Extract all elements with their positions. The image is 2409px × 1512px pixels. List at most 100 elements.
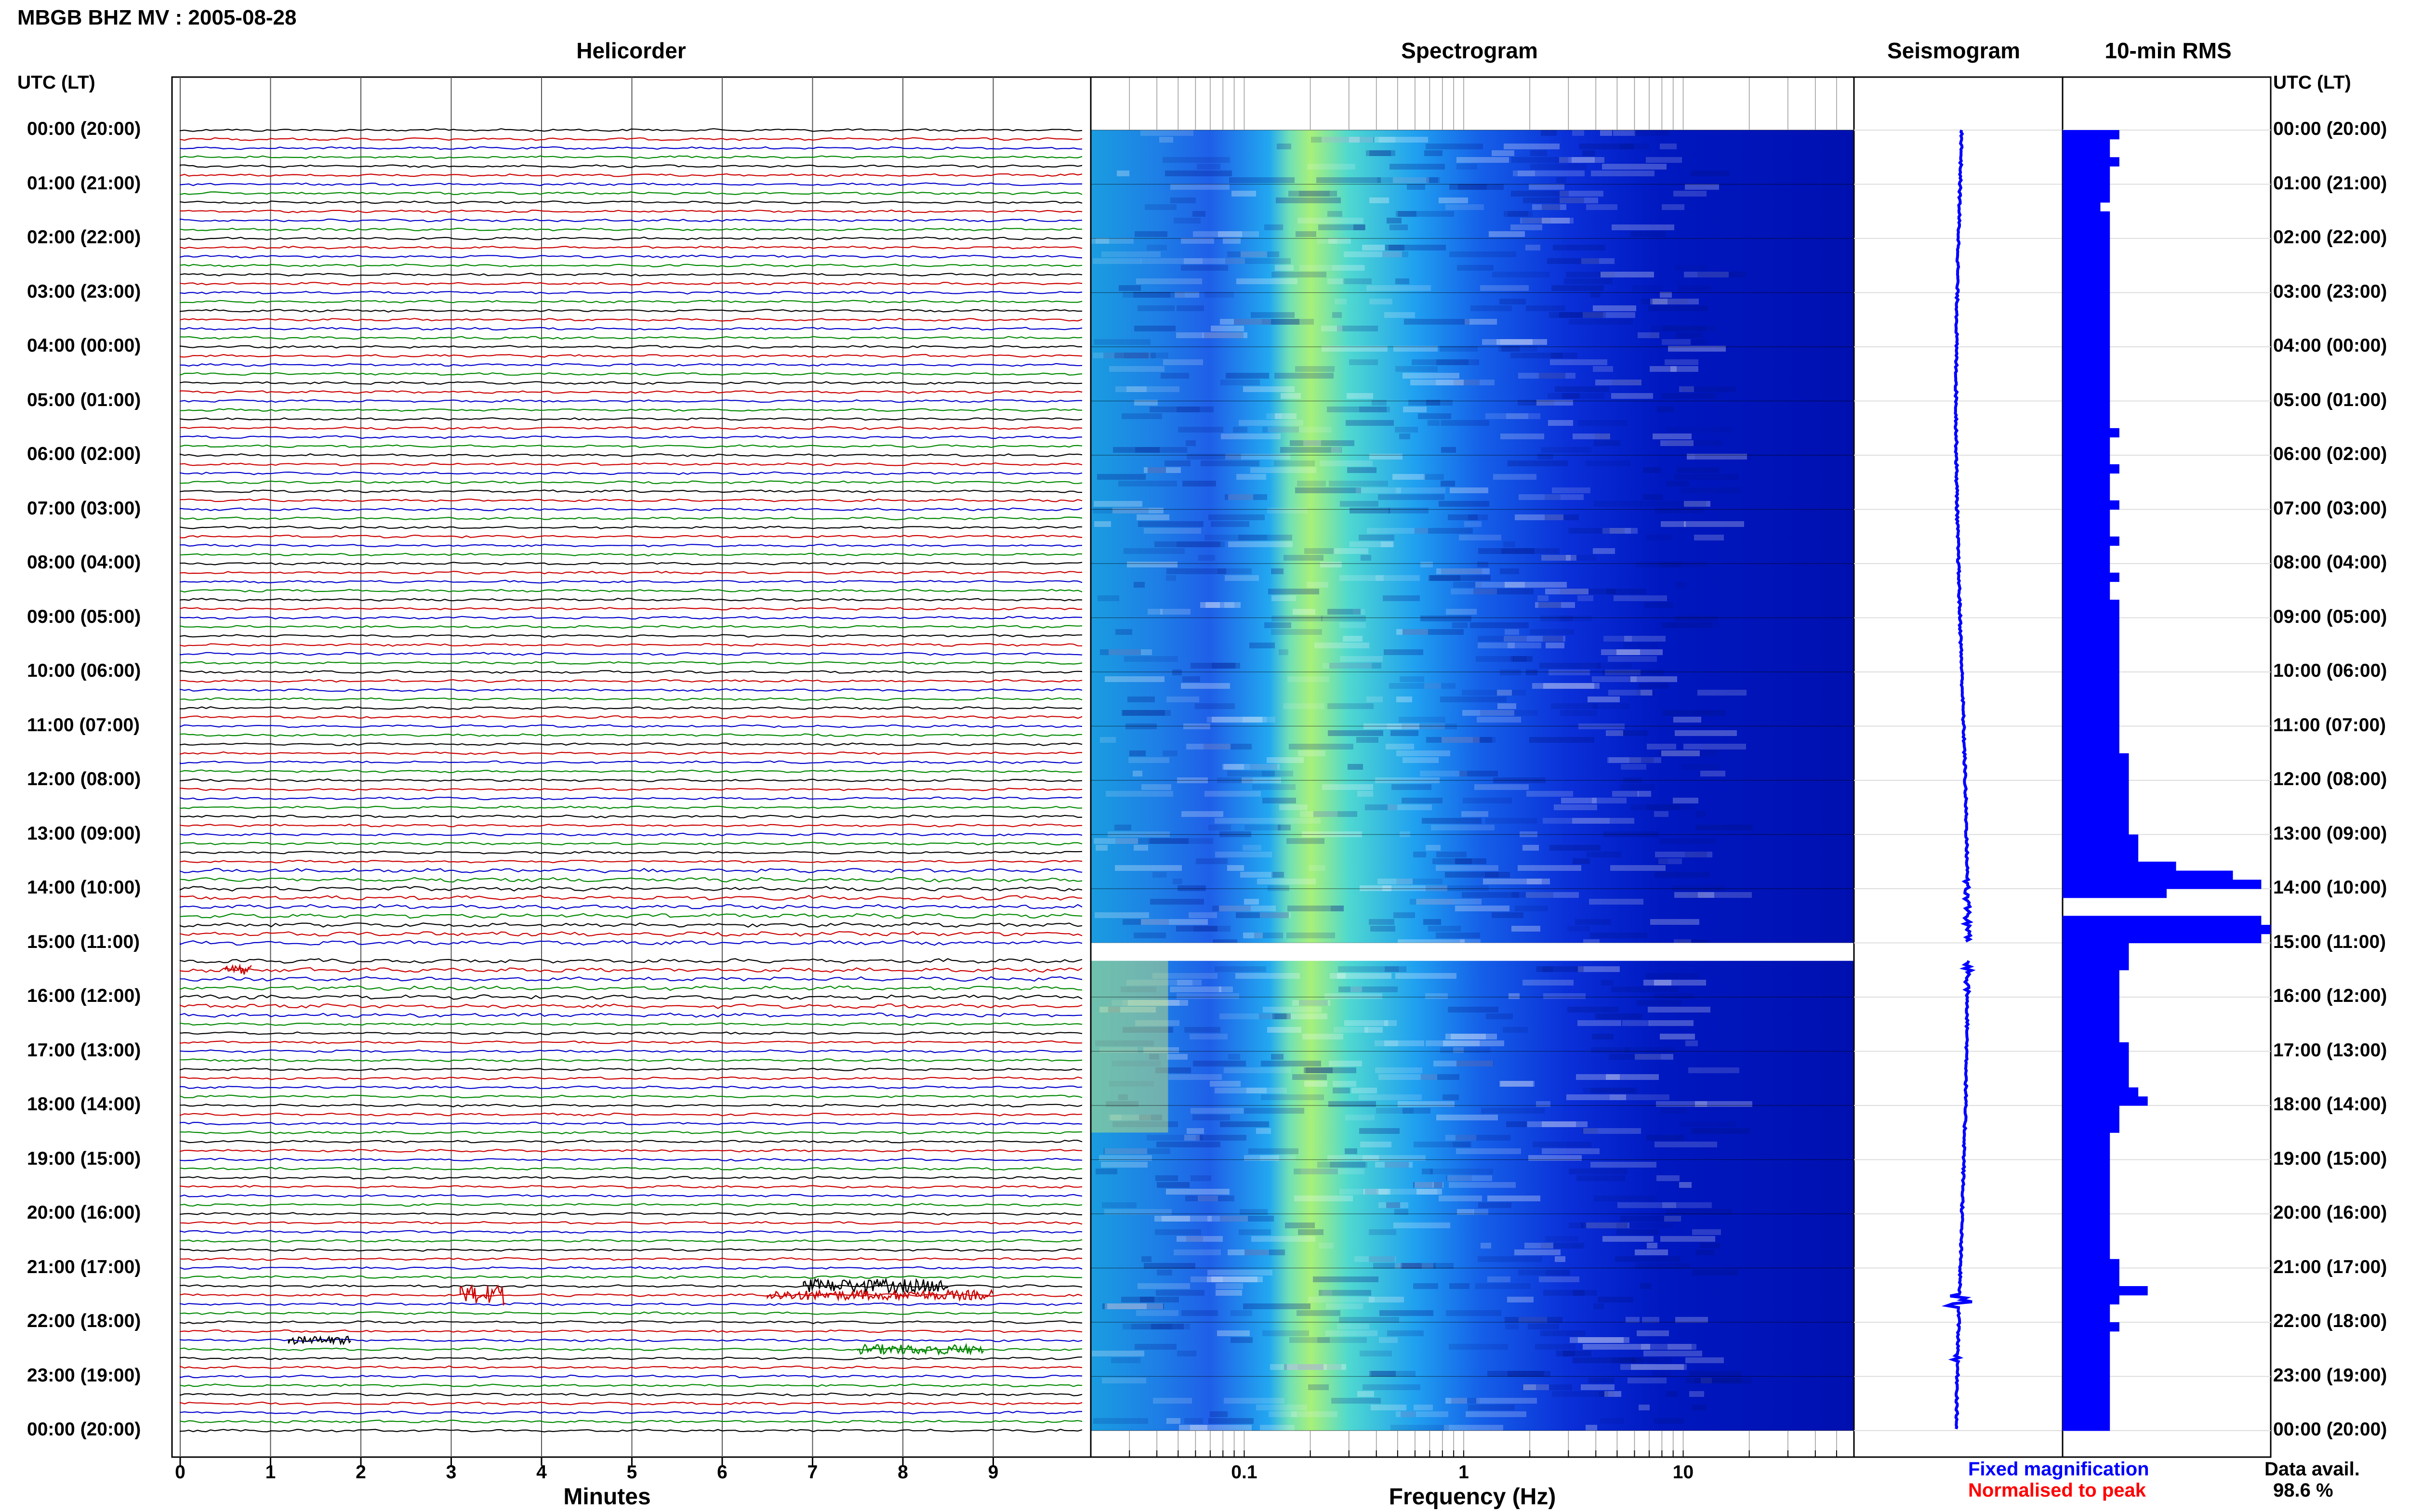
helicorder-trace [179,300,1083,304]
helicorder-trace [179,958,1083,964]
rms-bar [2063,1123,2119,1133]
helicorder-trace [179,444,1083,448]
helicorder-trace [179,815,1083,818]
rms-bar [2063,591,2110,600]
helicorder-trace [179,805,1083,810]
rms-bar [2063,1412,2110,1422]
helicorder-trace [179,1401,1083,1406]
helicorder-trace [179,634,1083,638]
helicorder-trace [179,679,1083,683]
rms-bar [2063,265,2110,275]
right-axis-label: UTC (LT) [2273,72,2351,93]
minute-tick-label: 7 [807,1462,818,1483]
time-label-right: 01:00 (21:00) [2273,172,2387,194]
rms-bar [2063,283,2110,293]
rms-bar [2063,211,2110,221]
rms-bar [2063,889,2167,898]
seismic-event-burst [288,1335,351,1346]
helicorder-trace [179,345,1082,349]
helicorder-trace [179,994,1083,1000]
rms-bar [2063,853,2139,862]
rms-bar [2063,997,2119,1007]
helicorder-trace [179,1085,1083,1090]
time-label-left: 20:00 (16:00) [27,1202,141,1223]
helicorder-trace [179,381,1083,385]
rms-bar [2063,1069,2129,1079]
helicorder-trace [179,661,1083,665]
time-label-right: 22:00 (18:00) [2273,1311,2387,1331]
seismogram-panel [1853,76,2064,1458]
helicorder-trace [179,489,1083,493]
rms-bar [2063,1087,2139,1097]
rms-bar [2063,789,2129,799]
time-label-right: 05:00 (01:00) [2273,389,2387,410]
helicorder-trace [179,209,1083,213]
rms-bar [2063,491,2110,501]
time-label-right: 17:00 (13:00) [2273,1039,2387,1061]
rms-bar [2063,861,2176,871]
minute-tick-label: 4 [536,1462,547,1483]
helicorder-trace [179,895,1083,901]
rms-bar [2063,518,2110,528]
helicorder-trace [179,1248,1083,1252]
helicorder-trace [179,507,1083,512]
frequency-tick-label: 0.1 [1231,1462,1257,1483]
time-label-right: 00:00 (20:00) [2273,1419,2387,1440]
time-label-left: 22:00 (18:00) [27,1311,141,1331]
rms-bar [2063,943,2129,952]
rms-bar [2063,302,2110,311]
time-label-right: 04:00 (00:00) [2273,335,2387,356]
rms-bar [2063,1385,2110,1395]
time-label-left: 15:00 (11:00) [27,931,140,952]
rms-bar [2063,870,2233,880]
rms-bar [2063,392,2110,402]
rms-bar [2063,762,2129,772]
helicorder-trace [179,598,1083,602]
rms-bar [2063,130,2119,140]
helicorder-trace [179,859,1083,864]
availability-value: 98.6 % [2273,1480,2333,1501]
spectrogram-panel [1090,76,1855,1458]
rms-bar [2063,933,2262,944]
helicorder-trace [179,1239,1083,1243]
helicorder-trace [179,245,1083,250]
rms-bar [2063,1033,2119,1043]
time-label-left: 03:00 (23:00) [27,281,141,302]
rms-bar [2063,1060,2129,1070]
helicorder-trace [179,1311,1083,1315]
helicorder-trace [179,877,1083,883]
spectrogram-image [1091,960,1854,1431]
helicorder-trace [179,1176,1083,1180]
rms-bar [2063,1169,2110,1178]
rms-bar [2063,816,2129,826]
rms-bar [2063,1367,2110,1377]
time-label-right: 02:00 (22:00) [2273,227,2387,248]
rms-bar [2063,979,2119,988]
rms-bar [2063,220,2110,230]
spectrogram-image [1091,130,1854,943]
rms-bar [2063,600,2119,609]
helicorder-trace [179,1275,1083,1279]
seismogram-trace [1941,960,1976,1430]
rms-bar [2063,1322,2119,1332]
helicorder-trace [179,526,1083,529]
helicorder-trace [179,218,1083,223]
minute-tick-label: 5 [626,1462,637,1483]
helicorder-trace [179,480,1083,485]
helicorder-trace [179,643,1083,647]
helicorder-trace [179,832,1083,837]
helicorder-trace [179,317,1083,322]
helicorder-trace [179,1203,1083,1207]
time-label-left: 05:00 (01:00) [27,389,141,410]
time-label-right: 15:00 (11:00) [2273,931,2386,952]
time-label-left: 23:00 (19:00) [27,1365,141,1386]
helicorder-trace [179,164,1083,168]
rms-bar [2063,753,2129,763]
legend-normalised: Normalised to peak [1968,1480,2146,1501]
helicorder-trace [179,516,1083,521]
rms-bar [2063,1051,2129,1061]
plot-title: MBGB BHZ MV : 2005-08-28 [17,6,297,29]
seismogram-title: Seismogram [1887,38,2021,63]
helicorder-trace [179,354,1083,358]
rms-bar [2063,1114,2119,1124]
